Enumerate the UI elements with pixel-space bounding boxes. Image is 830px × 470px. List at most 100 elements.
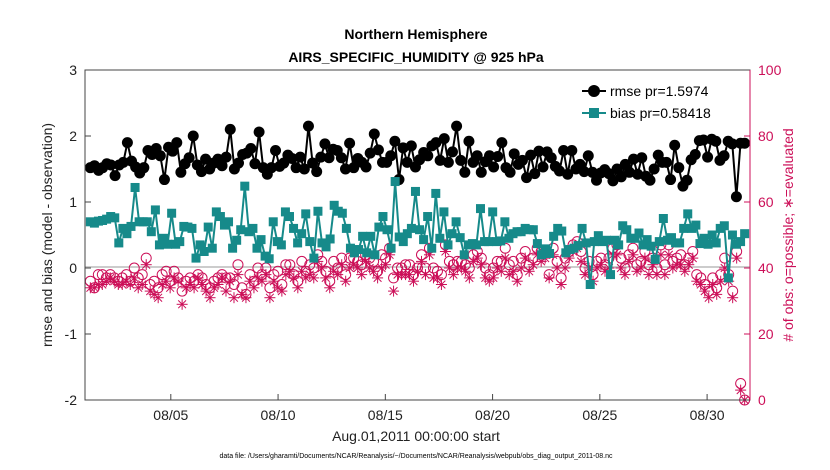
rmse-point	[504, 166, 516, 178]
rmse-point	[533, 145, 545, 157]
star-stroke	[684, 260, 694, 269]
star-stroke	[165, 283, 175, 293]
bias-point	[236, 225, 246, 235]
rmse-point	[245, 143, 257, 155]
star-stroke	[477, 260, 486, 269]
legend-bias-label: bias pr=0.58418	[610, 105, 711, 121]
bias-point	[589, 237, 599, 247]
obs-evaluated-point	[124, 279, 136, 290]
y-tick-label: 0	[69, 260, 77, 276]
rmse-point	[385, 150, 397, 162]
bias-point	[406, 223, 416, 233]
star-stroke	[245, 276, 255, 286]
obs-evaluated-point	[639, 252, 651, 264]
obs-evaluated-point	[296, 265, 308, 277]
obs-evaluated-point	[635, 262, 647, 274]
bias-point	[695, 239, 705, 249]
bias-point	[614, 240, 624, 250]
star-stroke	[712, 290, 721, 299]
bias-point	[699, 233, 709, 243]
data-file-footnote: data file: /Users/gharamti/Documents/NCA…	[219, 453, 613, 460]
rmse-point	[710, 135, 722, 147]
rmse-point	[158, 174, 170, 186]
bias-point	[398, 237, 408, 247]
obs-evaluated-point	[735, 384, 747, 396]
bias-point	[536, 250, 546, 260]
legend-rmse-marker	[588, 85, 600, 97]
rmse-point	[405, 140, 417, 152]
obs-evaluated-point	[459, 265, 471, 277]
obs-evaluated-point	[699, 285, 711, 297]
star-stroke	[624, 257, 634, 266]
obs-evaluated-point	[316, 262, 328, 274]
star-stroke	[620, 270, 630, 279]
star-stroke	[652, 270, 662, 279]
rmse-point	[372, 144, 384, 156]
star-stroke	[293, 283, 303, 293]
obs-evaluated-point	[308, 272, 320, 284]
bias-point	[585, 280, 595, 289]
obs-evaluated-point	[172, 275, 184, 287]
bias-point	[276, 240, 286, 250]
bias-point	[118, 223, 128, 233]
bias-point	[390, 177, 400, 187]
bias-point	[146, 227, 156, 237]
bias-point	[593, 231, 603, 241]
rmse-point	[537, 161, 549, 173]
obs-possible-point	[176, 285, 188, 297]
obs-evaluated-point	[679, 265, 691, 277]
bias-series	[85, 177, 750, 289]
obs-evaluated-point	[687, 252, 699, 264]
star-stroke	[616, 263, 626, 273]
rmse-point	[463, 135, 475, 147]
star-stroke	[461, 267, 470, 276]
bias-point	[195, 240, 205, 250]
obs-evaluated-point	[523, 265, 535, 277]
bias-point	[329, 200, 339, 210]
obs-evaluated-point	[623, 255, 635, 267]
bias-point	[284, 212, 294, 222]
x-tick-label: 08/15	[368, 407, 403, 423]
bias-point	[240, 181, 250, 191]
star-stroke	[552, 263, 562, 273]
bias-point	[650, 254, 660, 264]
obs-evaluated-point	[232, 269, 244, 281]
obs-evaluated-point	[595, 259, 607, 271]
x-axis-label: Aug.01,2011 00:00:00 start	[332, 428, 500, 444]
obs-evaluated-point	[192, 272, 204, 284]
rmse-point	[167, 145, 179, 157]
rmse-point	[253, 126, 265, 138]
bias-point	[224, 217, 234, 227]
bias-point	[646, 241, 656, 251]
bias-point	[410, 186, 420, 196]
obs-evaluated-point	[244, 275, 256, 287]
obs-evaluated-point	[731, 252, 743, 264]
obs-evaluated-point	[292, 282, 304, 294]
bias-point	[471, 240, 481, 250]
right-axis-ticks: 0 20 40 60 80 100	[744, 62, 782, 408]
rmse-point	[730, 191, 742, 203]
star-stroke	[736, 385, 745, 395]
rmse-point	[233, 157, 245, 169]
rmse-point	[216, 160, 228, 172]
obs-evaluated-point	[284, 265, 296, 277]
star-stroke	[321, 273, 330, 283]
obs-evaluated-point	[224, 275, 236, 287]
star-stroke	[130, 273, 139, 283]
star-stroke	[141, 260, 151, 269]
rmse-point	[632, 168, 644, 180]
obs-evaluated-point	[240, 292, 252, 304]
obs-evaluated-point	[408, 275, 420, 287]
rmse-point	[471, 150, 483, 162]
star-stroke	[269, 276, 279, 286]
star-stroke	[732, 253, 741, 263]
obs-evaluated-point	[320, 272, 332, 284]
bias-point	[215, 212, 225, 222]
rmse-point	[315, 151, 327, 163]
obs-evaluated-point	[527, 259, 539, 271]
bias-point	[443, 240, 453, 250]
star-stroke	[596, 260, 606, 269]
obs-evaluated-point	[204, 292, 216, 304]
star-stroke	[516, 263, 526, 273]
